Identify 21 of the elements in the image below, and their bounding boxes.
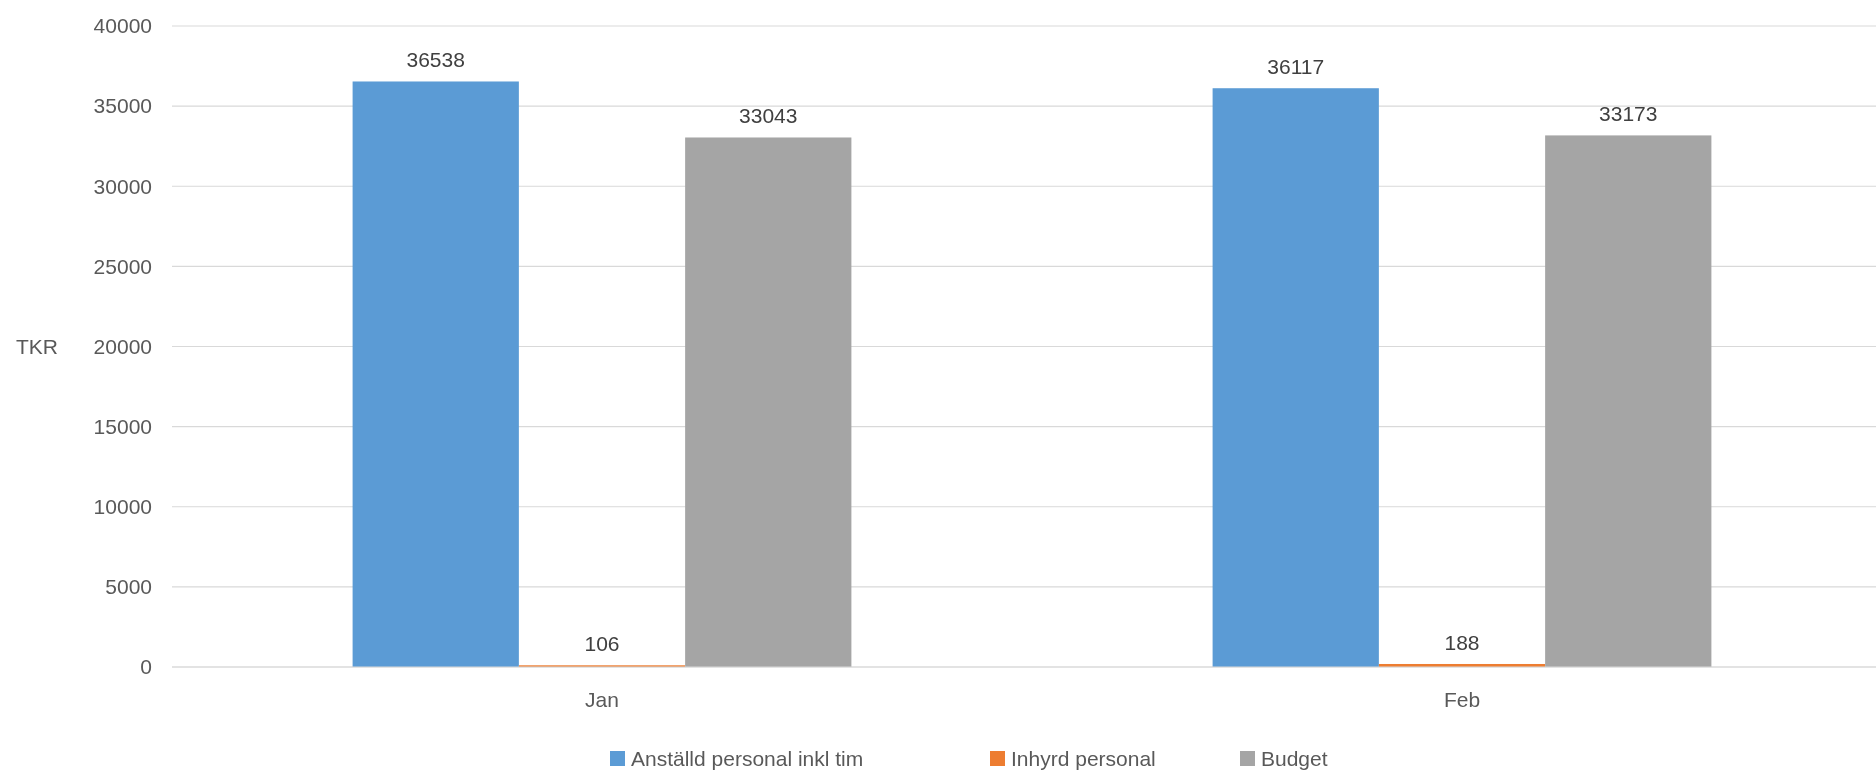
- y-tick-label: 5000: [105, 575, 152, 599]
- y-tick-label: 20000: [93, 334, 152, 358]
- y-tick-label: 35000: [93, 94, 152, 118]
- data-label: 188: [1444, 630, 1480, 654]
- y-tick-label: 0: [140, 655, 152, 679]
- x-tick-label: Feb: [1443, 688, 1481, 711]
- x-tick-label: Jan: [585, 688, 619, 711]
- legend-label: Inhyrd personal: [1011, 747, 1156, 771]
- y-axis-title: TKR: [16, 334, 58, 358]
- y-tick-label: 15000: [93, 414, 152, 438]
- y-tick-label: 30000: [93, 174, 152, 198]
- y-tick-label: 10000: [93, 495, 152, 519]
- legend-label: Anställd personal inkl tim: [631, 747, 864, 771]
- data-label: 33173: [1599, 102, 1658, 126]
- data-label: 36538: [406, 48, 465, 72]
- y-tick-label: 25000: [93, 254, 152, 278]
- data-label: 36117: [1267, 55, 1325, 79]
- y-tick-label: 40000: [93, 14, 152, 38]
- legend-label: Budget: [1261, 747, 1328, 771]
- data-label: 33043: [739, 104, 798, 128]
- data-label: 106: [584, 632, 620, 656]
